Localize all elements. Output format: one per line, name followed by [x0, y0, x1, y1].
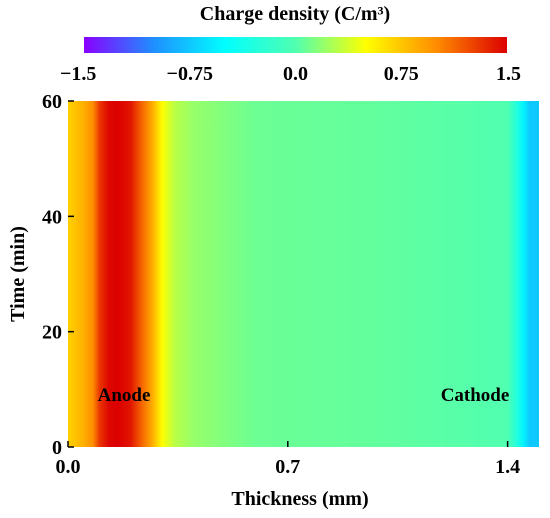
x-axis-ticks: 0.0 0.7 1.4 — [56, 441, 520, 478]
y-tick-label: 0 — [52, 437, 62, 459]
colorbar-title: Charge density (C/m³) — [200, 3, 390, 25]
colorbar-tick-label: 0.75 — [384, 63, 419, 85]
y-tick-label: 20 — [42, 322, 62, 344]
x-tick-label: 0.0 — [56, 456, 81, 478]
x-axis-label: Thickness (mm) — [231, 488, 368, 510]
colorbar-tick-label: 1.5 — [496, 63, 521, 85]
cathode-annotation: Cathode — [441, 385, 510, 406]
colorbar-tick-label: −1.5 — [60, 63, 96, 85]
y-axis-ticks: 0 20 40 60 — [42, 91, 74, 459]
y-axis-label: Time (min) — [7, 226, 29, 322]
colorbar-tick-label: 0.0 — [283, 63, 308, 85]
y-tick-label: 40 — [42, 206, 62, 228]
heatmap-plot-area — [68, 101, 539, 447]
colorbar-tick-label: −0.75 — [167, 63, 213, 85]
colorbar-ticks: −1.5 −0.75 0.0 0.75 1.5 — [60, 63, 521, 85]
x-tick-label: 1.4 — [495, 456, 520, 478]
colorbar — [84, 37, 507, 53]
x-tick-label: 0.7 — [275, 456, 300, 478]
anode-annotation: Anode — [98, 385, 151, 406]
y-tick-label: 60 — [42, 91, 62, 113]
